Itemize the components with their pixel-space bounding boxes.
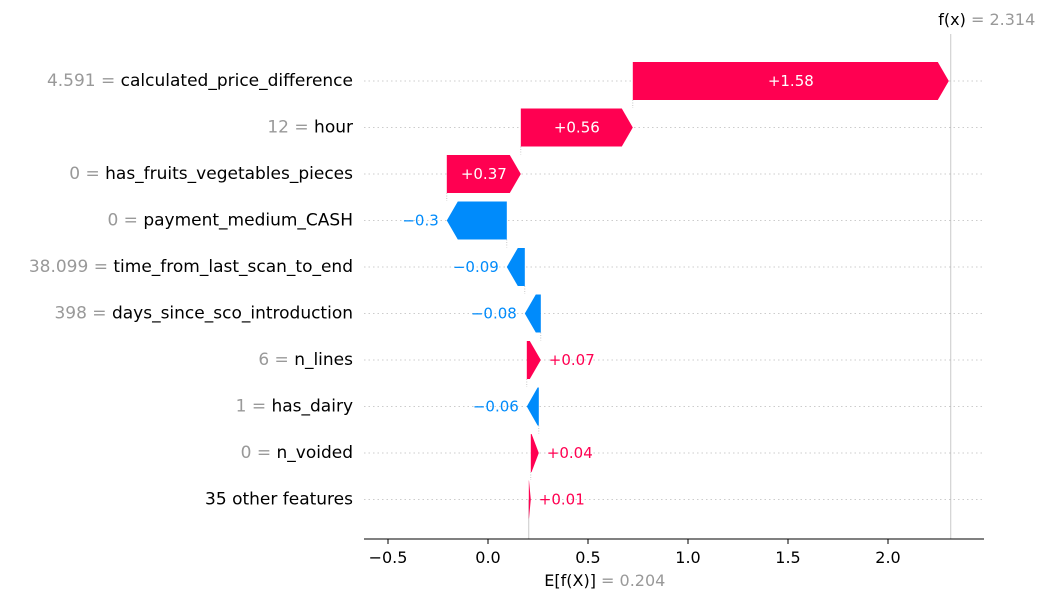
contribution-bar (526, 387, 539, 426)
bar-value-label: +0.01 (539, 491, 585, 509)
value-annotations: E[f(X)] = 0.204 f(x) = 2.314 (544, 10, 1035, 590)
x-tick-label: 0.0 (475, 548, 500, 567)
bar-value-label: −0.08 (471, 305, 517, 323)
output-value-label: f(x) (938, 10, 966, 29)
x-axis: −0.5 0.0 0.5 1.0 1.5 2.0 (364, 538, 984, 567)
contribution-bar (526, 341, 541, 379)
feature-label: 38.099 = time_from_last_scan_to_end (29, 257, 353, 277)
feature-value: 0 = (107, 211, 143, 231)
feature-name: hour (314, 118, 353, 138)
feature-value: 12 = (267, 118, 314, 138)
contribution-bars (446, 62, 949, 519)
feature-name: payment_medium_CASH (143, 211, 353, 231)
feature-value: 6 = (258, 350, 294, 370)
output-value-text: = 2.314 (966, 10, 1035, 29)
contribution-bar (520, 108, 633, 147)
feature-label: 1 = has_dairy (236, 397, 353, 417)
x-tick-label: 0.5 (575, 548, 600, 567)
feature-label: 12 = hour (267, 118, 353, 138)
feature-name: has_fruits_vegetables_pieces (105, 164, 353, 184)
feature-value: 38.099 = (29, 257, 114, 277)
contribution-bar (446, 155, 521, 193)
base-value-label: E[f(X)] (544, 571, 596, 590)
contribution-bar (506, 248, 525, 286)
feature-label: 0 = n_voided (241, 443, 353, 463)
feature-value: 0 = (241, 443, 277, 463)
feature-name: n_lines (294, 350, 353, 370)
x-tick-label: 2.0 (875, 548, 900, 567)
feature-name: has_dairy (271, 397, 353, 417)
base-value-annotation: E[f(X)] = 0.204 (544, 571, 665, 590)
feature-label: 0 = has_fruits_vegetables_pieces (69, 164, 353, 184)
feature-value: 0 = (69, 164, 105, 184)
feature-name: n_voided (277, 443, 354, 463)
feature-name: 35 other features (205, 490, 353, 510)
feature-label: 35 other features (205, 490, 353, 510)
base-value-text: = 0.204 (596, 571, 665, 590)
bar-value-label: +0.07 (549, 351, 595, 369)
feature-label: 398 = days_since_sco_introduction (54, 304, 353, 324)
feature-labels: +1.58 4.591 = calculated_price_difference… (29, 71, 814, 510)
bar-value-label: +0.04 (547, 444, 593, 462)
contribution-bar (530, 434, 539, 472)
x-tick-label: 1.0 (675, 548, 700, 567)
x-tick-label: −0.5 (369, 548, 408, 567)
bar-value-label: +0.56 (554, 119, 600, 137)
output-value-annotation: f(x) = 2.314 (938, 10, 1035, 29)
feature-label: 0 = payment_medium_CASH (107, 211, 353, 231)
feature-value: 398 = (54, 304, 112, 324)
feature-value: 4.591 = (47, 71, 121, 91)
feature-name: days_since_sco_introduction (112, 304, 353, 324)
contribution-bar (446, 201, 507, 240)
bar-value-label: −0.06 (473, 398, 519, 416)
x-tick-label: 1.5 (775, 548, 800, 567)
feature-name: calculated_price_difference (121, 71, 353, 91)
feature-value: 1 = (236, 397, 272, 417)
contribution-bar (632, 62, 949, 100)
bar-value-label: +1.58 (768, 72, 814, 90)
feature-label: 4.591 = calculated_price_difference (47, 71, 353, 91)
bar-value-label: −0.3 (402, 212, 438, 230)
bar-value-label: +0.37 (461, 165, 507, 183)
contribution-bar (528, 480, 531, 519)
feature-name: time_from_last_scan_to_end (113, 257, 353, 277)
feature-label: 6 = n_lines (258, 350, 353, 370)
bar-value-label: −0.09 (453, 258, 499, 276)
contribution-bar (524, 294, 541, 333)
row-grid-lines (364, 80, 984, 500)
